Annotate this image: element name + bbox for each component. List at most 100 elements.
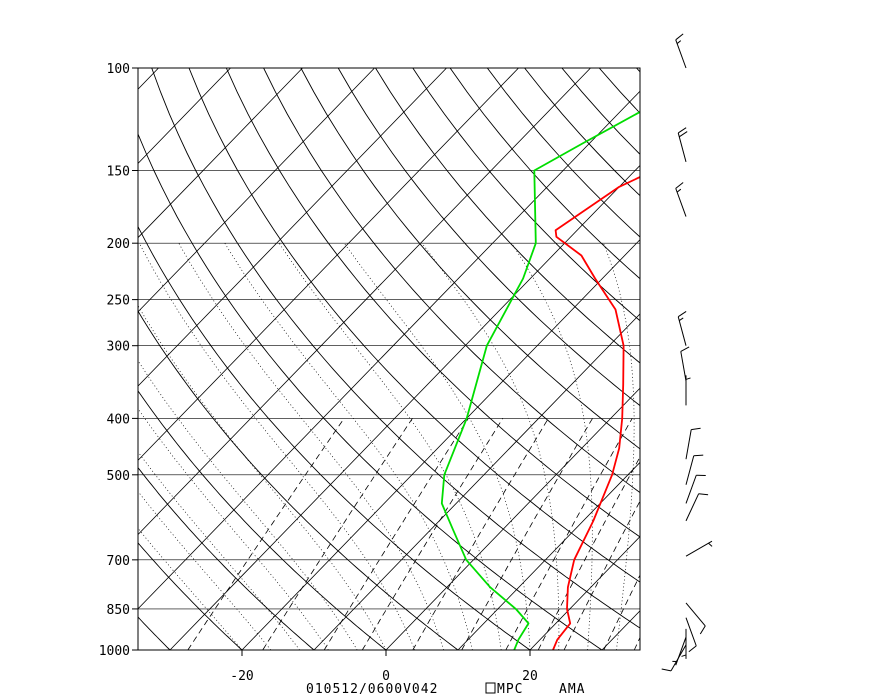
dry-adiabat-line xyxy=(138,310,459,650)
moist-adiabat-line xyxy=(138,408,329,650)
wind-barb xyxy=(685,540,713,557)
pressure-tick-label: 700 xyxy=(107,554,130,569)
dry-adiabat-line xyxy=(337,68,640,407)
moist-adiabat-line xyxy=(138,490,272,650)
dry-adiabat-line xyxy=(138,466,315,650)
dry-adiabat-line xyxy=(300,68,640,450)
wind-barbs xyxy=(661,33,713,672)
dry-adiabat-line xyxy=(711,68,896,650)
temperature-profile xyxy=(552,176,640,650)
wind-barb xyxy=(685,602,706,635)
isotherm-line xyxy=(746,68,896,650)
temperature-axis: -20 0 20 xyxy=(230,650,538,684)
dry-adiabat-line xyxy=(786,68,896,650)
wind-barb xyxy=(685,375,691,406)
pressure-tick-label: 150 xyxy=(107,164,130,179)
pressure-tick-label: 200 xyxy=(107,237,130,252)
wind-barb xyxy=(685,454,704,485)
temperature-tick-label: -20 xyxy=(230,669,253,684)
dry-adiabat-line xyxy=(823,68,896,650)
dry-adiabat-line xyxy=(674,68,896,650)
isotherm-line xyxy=(138,90,640,610)
dry-adiabat-line xyxy=(375,68,640,364)
moist-adiabat-line xyxy=(138,304,387,650)
wind-barb xyxy=(685,427,701,460)
moist-adiabat-line xyxy=(138,360,358,650)
dewpoint-profile xyxy=(440,110,640,650)
pressure-axis: 100 150 200 250 300 400 500 700 850 1000 xyxy=(99,62,138,659)
dry-adiabat-line xyxy=(263,68,640,494)
dry-adiabat-line xyxy=(486,68,640,238)
footer-source: MPC xyxy=(497,682,523,697)
wind-barb xyxy=(685,617,697,653)
dry-adiabat-line xyxy=(524,68,640,197)
isotherm-line xyxy=(313,313,640,650)
isotherm-line xyxy=(138,68,591,536)
dry-adiabat-line xyxy=(225,68,640,538)
moist-adiabat-line xyxy=(421,242,560,650)
dry-adiabat-line xyxy=(138,132,603,650)
isotherm-line xyxy=(138,68,303,239)
wind-barb xyxy=(675,182,687,217)
moist-adiabat-line xyxy=(139,243,416,650)
dry-adiabat-line xyxy=(138,225,531,650)
wind-barb xyxy=(672,636,687,666)
isotherm-line xyxy=(674,68,896,650)
pressure-tick-label: 850 xyxy=(107,603,130,618)
background-lines xyxy=(0,68,896,650)
mixing-ratio-line xyxy=(461,418,593,650)
moist-adiabat-line xyxy=(645,243,687,650)
footer: 010512/0600V042 MPC AMA xyxy=(306,682,585,697)
wind-barb xyxy=(681,628,687,659)
dry-adiabat-line xyxy=(598,68,640,114)
logo-box-icon xyxy=(485,682,496,694)
isotherm-line xyxy=(457,461,640,650)
moist-adiabat-line xyxy=(138,451,300,650)
footer-run: 010512/0600V042 xyxy=(306,682,438,697)
isotherm-line xyxy=(529,536,640,650)
isotherm-line xyxy=(138,68,447,387)
isotherm-line xyxy=(385,387,640,650)
temperature-tick-label: 0 xyxy=(382,669,390,684)
dry-adiabat-line xyxy=(748,68,896,650)
moist-adiabat-line xyxy=(178,243,444,650)
wind-barb xyxy=(685,474,706,504)
dry-adiabat-line xyxy=(138,616,171,650)
temperature-tick-label: 20 xyxy=(522,669,538,684)
wind-barb xyxy=(661,644,687,672)
isotherm-line xyxy=(601,610,640,650)
dry-adiabat-line xyxy=(636,68,640,73)
pressure-tick-label: 100 xyxy=(107,62,130,77)
isotherm-line xyxy=(138,68,375,313)
plot-frame xyxy=(137,67,641,651)
isotherm-line xyxy=(0,68,15,650)
pressure-tick-label: 1000 xyxy=(99,644,130,659)
wind-barb xyxy=(677,127,688,163)
isotherm-line xyxy=(241,239,640,650)
moist-adiabat-line xyxy=(343,242,531,650)
pressure-tick-label: 400 xyxy=(107,412,130,427)
mixing-ratio-line xyxy=(505,418,633,650)
mixing-ratio-line xyxy=(187,418,345,650)
pressure-tick-label: 250 xyxy=(107,294,130,309)
isotherm-line xyxy=(0,68,87,650)
pressure-tick-label: 300 xyxy=(107,340,130,355)
moist-adiabat-line xyxy=(278,243,502,650)
wind-barb xyxy=(675,33,687,69)
dry-adiabat-line xyxy=(138,390,387,650)
mixing-ratio-line xyxy=(262,418,413,650)
mixing-ratio-line xyxy=(633,636,640,650)
dry-adiabat-line xyxy=(151,68,640,629)
isotherm-line xyxy=(138,68,159,90)
isotherm-line xyxy=(138,68,519,461)
footer-station: AMA xyxy=(559,682,585,697)
wind-barb xyxy=(677,311,687,346)
mixing-ratio-line xyxy=(323,418,469,650)
sounding-profiles xyxy=(440,110,640,650)
isotherm-line xyxy=(169,164,640,650)
dry-adiabat-line xyxy=(188,68,640,583)
moist-adiabat-line xyxy=(224,243,473,650)
dry-adiabat-line xyxy=(412,68,640,322)
wind-barb xyxy=(685,493,709,522)
